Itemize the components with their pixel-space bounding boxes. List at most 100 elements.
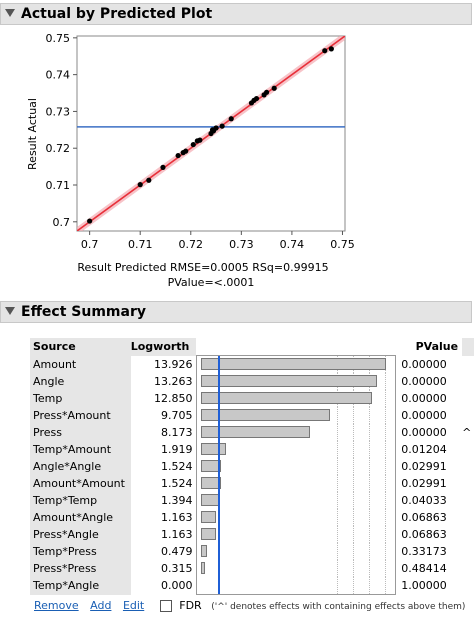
table-row[interactable]: Amount*Angle 1.163 0.06863 [30,509,474,526]
remove-link[interactable]: Remove [34,599,79,612]
logworth-bar [200,528,217,540]
table-row[interactable]: Press*Angle 1.163 0.06863 [30,526,474,543]
containing-effect-flag [462,475,474,492]
bar-gridline [384,492,386,509]
logworth-bar-cell [195,373,397,390]
effect-summary-table: Source Logworth PValue Amount 13.926 0.000… [30,338,474,595]
logworth-bar-cell [195,407,397,424]
logworth-bar-cell [195,475,397,492]
table-row[interactable]: Temp*Amount 1.919 0.01204 [30,441,474,458]
pvalue-cell: 0.33173 [401,545,447,558]
bar-gridline [384,560,386,577]
plot-section-title: Actual by Predicted Plot [21,6,213,22]
logworth-bar-cell [195,355,397,373]
bar-gridline [336,458,338,475]
logworth-bar [200,460,221,472]
significance-reference-line [217,577,220,594]
table-row[interactable]: Angle*Angle 1.524 0.02991 [30,458,474,475]
footnote: ('^' denotes effects with containing eff… [211,602,466,612]
table-row[interactable]: Press*Press 0.315 0.48414 [30,560,474,577]
disclosure-triangle-icon[interactable] [5,9,15,17]
pvalue-cell: 0.48414 [401,562,447,575]
effect-summary-title: Effect Summary [21,304,146,320]
table-row[interactable]: Amount*Amount 1.524 0.02991 [30,475,474,492]
data-point [197,137,203,143]
containing-effect-flag [462,560,474,577]
logworth-bar-cell [195,458,397,475]
logworth-cell: 9.705 [130,407,197,424]
logworth-bar [200,409,330,421]
bar-gridline [352,407,354,424]
source-cell: Angle [30,373,131,390]
logworth-bar-cell [195,526,397,543]
source-cell: Press [30,424,131,441]
effect-summary-header[interactable]: Effect Summary [0,301,472,323]
bar-gridline [352,560,354,577]
table-row[interactable]: Angle 13.263 0.00000 [30,373,474,390]
logworth-bar [200,375,378,387]
bar-gridline [352,492,354,509]
x-axis-label-pvalue: PValue=<.0001 [168,276,255,289]
logworth-bar [200,443,227,455]
data-point [137,182,143,188]
table-row[interactable]: Press*Amount 9.705 0.00000 [30,407,474,424]
containing-effect-flag [462,390,474,407]
containing-effect-flag [462,526,474,543]
table-row[interactable]: Temp*Angle 0.000 1.00000 [30,577,474,595]
logworth-cell: 1.163 [130,526,197,543]
logworth-bar [200,545,207,557]
data-point [213,125,219,131]
x-axis-label: Result Predicted RMSE=0.0005 RSq=0.99915 [77,261,328,274]
containing-effect-flag [462,543,474,560]
pvalue-cell: 0.06863 [401,528,447,541]
pvalue-cell: 0.02991 [401,460,447,473]
table-row[interactable]: Press 8.173 0.00000 ^ [30,424,474,441]
table-header-row: Source Logworth PValue [30,338,474,356]
bar-gridline [336,543,338,560]
bar-gridline [336,441,338,458]
significance-reference-line [217,373,220,390]
source-cell: Temp*Amount [30,441,131,458]
table-row[interactable]: Amount 13.926 0.00000 [30,355,474,373]
add-link[interactable]: Add [90,599,112,612]
logworth-bar-cell [195,560,397,577]
actual-by-predicted-plot: 0.7 0.71 0.72 0.73 0.74 0.75 0.7 0.71 0.72 0.73 0.… [26,32,355,289]
source-cell: Amount*Angle [30,509,131,526]
effect-summary-footer: Remove Add Edit FDR ('^' denotes effects… [34,599,465,612]
bar-gridline [384,526,386,543]
fdr-checkbox[interactable] [159,600,172,612]
logworth-cell: 0.315 [130,560,197,577]
y-tick-label: 0.75 [46,32,71,45]
disclosure-triangle-icon[interactable] [5,307,15,315]
table-row[interactable]: Temp*Temp 1.394 0.04033 [30,492,474,509]
bar-gridline [368,475,370,492]
logworth-column-header[interactable]: Logworth [130,338,197,356]
bar-gridline [384,441,386,458]
x-tick-label: 0.73 [229,238,254,251]
bar-gridline [368,577,370,594]
significance-reference-line [217,543,220,560]
bar-gridline [336,424,338,441]
significance-reference-line [217,356,220,373]
x-tick-label: 0.72 [179,238,204,251]
table-row[interactable]: Temp*Press 0.479 0.33173 [30,543,474,560]
bar-gridline [368,526,370,543]
logworth-bar [200,426,310,438]
bar-gridline [336,560,338,577]
source-column-header[interactable]: Source [30,338,131,356]
bar-gridline [368,509,370,526]
logworth-cell: 13.926 [130,355,197,373]
significance-reference-line [217,475,220,492]
table-row[interactable]: Temp 12.850 0.00000 [30,390,474,407]
bar-gridline [384,475,386,492]
source-cell: Press*Angle [30,526,131,543]
bar-gridline [384,543,386,560]
logworth-cell: 1.163 [130,509,197,526]
edit-link[interactable]: Edit [122,599,145,612]
data-point [219,123,225,129]
data-point [264,89,270,95]
bar-gridline [352,458,354,475]
pvalue-column-header[interactable]: PValue [395,338,463,356]
source-cell: Amount [30,355,131,373]
plot-section-header[interactable]: Actual by Predicted Plot [0,3,472,25]
